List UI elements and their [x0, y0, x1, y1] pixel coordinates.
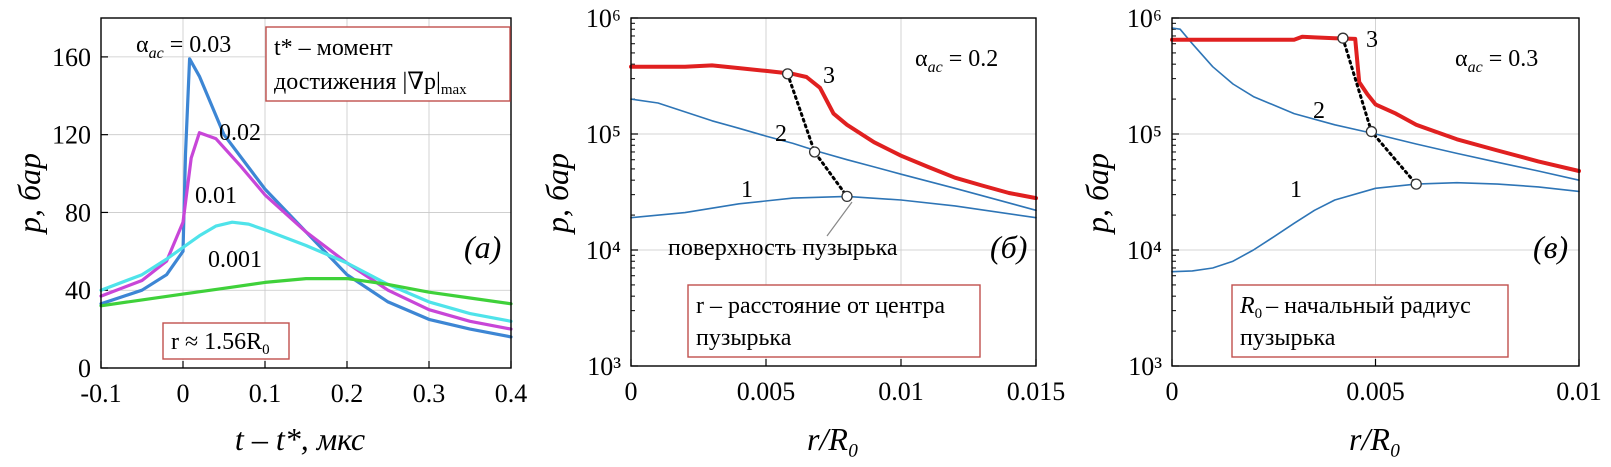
panel-c-series [1170, 27, 1581, 273]
panel-c-ticks: 0 0.005 0.01 10³ 10⁴ 10⁵ 10⁶ [1127, 4, 1602, 406]
panel-c-ylabel: p, бар [1079, 153, 1115, 235]
panel-b-series [629, 63, 1038, 219]
panel-a-xtick-label: -0.1 [80, 379, 121, 408]
panel-c-boundary-marker [1337, 32, 1349, 44]
panel-c-boundary-marker [1410, 178, 1422, 190]
panel-b-curve-label-3: 3 [823, 63, 835, 89]
panel-c-boundary-marker [1365, 125, 1378, 138]
panel-b-series-1 [630, 195, 1037, 219]
panel-b-xtick-label: 0.005 [737, 377, 796, 406]
panel-b-series-2 [630, 98, 1037, 212]
panel-c-frame [1171, 17, 1580, 367]
panel-a-ytick-label: 160 [52, 43, 91, 72]
panel-a-ytick-label: 40 [65, 276, 91, 305]
panel-c-ytick-label: 10⁴ [1127, 236, 1162, 265]
panel-b-note-line2: пузырька [696, 325, 792, 351]
panel-b-series-3 [629, 63, 1038, 201]
note-r-text: r ≈ 1.56R0 [171, 329, 270, 358]
panel-a-xtick-label: 0 [177, 379, 190, 408]
panel-b-ylabel: p, бар [539, 153, 575, 235]
panel-c-note-line2: пузырька [1240, 325, 1336, 351]
panel-b-boundary-marker [808, 146, 821, 158]
panel-a-xtick-label: 0.4 [495, 379, 528, 408]
note-box-r [162, 322, 290, 360]
panel-c-ytick-label: 10³ [1128, 352, 1162, 381]
panel-b-ytick-label: 10⁴ [586, 236, 621, 265]
panel-b-xlabel: r/R₀ [807, 421, 859, 457]
panel-b-note-line1: r – расстояние от центра [696, 293, 945, 319]
panel-b-curve-label-2: 2 [775, 121, 787, 147]
panel-b-tag: (б) [990, 229, 1027, 265]
panel-c-note-box [1231, 284, 1509, 358]
panel-c-ytick-label: 10⁵ [1127, 120, 1162, 149]
panel-a-ytick-label: 80 [65, 198, 91, 227]
panel-a-xtick-label: 0.2 [331, 379, 364, 408]
panel-b-bubble-boundary [781, 68, 853, 203]
panel-b-ticks: 0 0.005 0.01 0.015 10³ 10⁴ 10⁵ 10⁶ [586, 4, 1065, 406]
panel-c-note-line1: R0– начальный радиус [1239, 293, 1471, 322]
panel-a-series-002 [99, 131, 513, 331]
series-label-001: 0.01 [195, 183, 237, 209]
note-tstar-line1: t* – момент [274, 35, 393, 61]
panel-a-ytick-label: 120 [52, 121, 91, 150]
panel-b-surface-label: поверхность пузырька [668, 235, 898, 261]
panel-b-xtick-label: 0.015 [1007, 377, 1066, 406]
panel-c-boundary-line [1341, 36, 1418, 186]
panel-c-curve-label-1: 1 [1290, 177, 1302, 203]
panel-a-frame [100, 17, 512, 369]
series-label-0001: 0.001 [208, 247, 262, 273]
panel-a-series-001 [99, 220, 513, 323]
panel-a-ytick-label: 0 [78, 354, 91, 383]
panel-a-series-0001 [99, 277, 513, 308]
panel-a-tag: (a) [464, 229, 501, 265]
note-box-tstar [265, 26, 511, 102]
panel-c-curve-label-3: 3 [1366, 27, 1378, 53]
panel-c-series-1 [1171, 181, 1580, 273]
panel-b-ytick-label: 10⁶ [586, 4, 621, 33]
series-label-003: αac = 0.03 [136, 32, 231, 62]
panel-c-series-2 [1171, 27, 1580, 181]
note-tstar-line2: достижения |∇p|max [274, 69, 467, 98]
panel-c-series-3 [1170, 34, 1581, 173]
panel-b-boundary-marker [781, 68, 794, 80]
panel-a-series-003 [99, 57, 513, 339]
panel-c-xtick-label: 0.005 [1346, 377, 1405, 406]
panel-b-xtick-label: 0.01 [878, 377, 924, 406]
panel-b-note-box [687, 284, 981, 358]
panel-b-ytick-label: 10⁵ [586, 120, 621, 149]
panel-a-series [99, 57, 513, 339]
panel-c-xlabel: r/R₀ [1349, 421, 1401, 457]
panel-c-alpha: αac = 0.3 [1455, 46, 1538, 76]
panel-b-frame [630, 17, 1037, 367]
panel-a-xlabel: t – t*, мкс [235, 421, 365, 457]
panel-c: 0 0.005 0.01 10³ 10⁴ 10⁵ 10⁶ r/R₀ p, бар αac =… [1079, 4, 1602, 457]
panel-b-boundary-marker [841, 190, 853, 203]
panel-a-xtick-label: 0.1 [249, 379, 282, 408]
panel-c-tag: (в) [1533, 229, 1568, 265]
panel-b-xtick-label: 0 [625, 377, 638, 406]
series-label-002: 0.02 [219, 120, 261, 146]
panel-a-ylabel: p, бар [11, 153, 47, 235]
panel-b-curve-label-1: 1 [741, 177, 753, 203]
panel-c-xtick-label: 0.01 [1556, 377, 1602, 406]
panel-b-surface-leader [826, 201, 853, 237]
panel-b-alpha: αac = 0.2 [915, 46, 998, 76]
panel-c-bubble-boundary [1337, 32, 1422, 190]
panel-a-xtick-label: 0.3 [413, 379, 446, 408]
panel-c-curve-label-2: 2 [1313, 98, 1325, 124]
panel-c-ytick-label: 10⁶ [1127, 4, 1162, 33]
panel-b-ytick-label: 10³ [587, 352, 621, 381]
panel-c-xtick-label: 0 [1166, 377, 1179, 406]
panel-b-boundary-line [786, 72, 849, 198]
